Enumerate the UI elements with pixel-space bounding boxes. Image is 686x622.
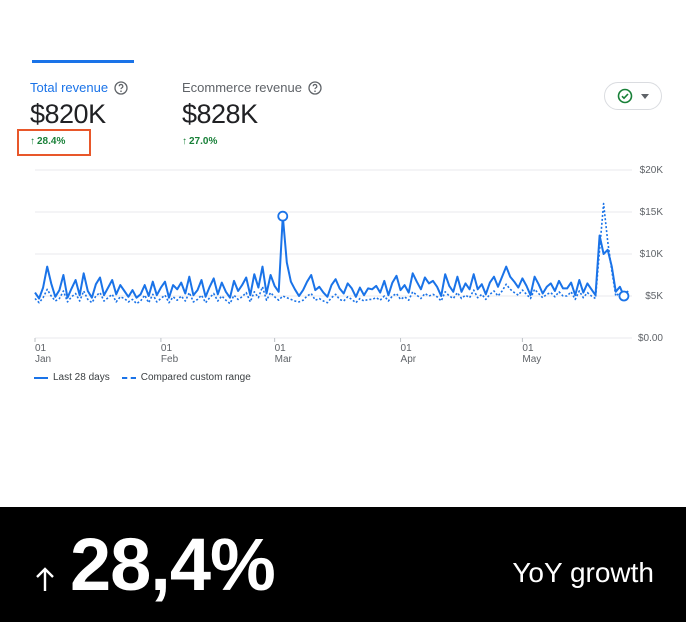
dashed-line-swatch xyxy=(121,376,136,379)
y-tick-label: $0.00 xyxy=(638,333,663,344)
y-tick-label: $5K xyxy=(645,291,663,302)
x-tick-label-day: 01 xyxy=(401,343,413,354)
legend-label: Compared custom range xyxy=(140,372,251,383)
revenue-card: Total revenue $820K ↑ 28.4% Ecommerce re… xyxy=(17,60,664,383)
banner-caption: YoY growth xyxy=(512,557,654,588)
active-tab-indicator xyxy=(32,60,134,63)
arrow-up-icon: ↑ xyxy=(182,136,187,147)
x-tick-label-month: May xyxy=(522,354,541,365)
ecommerce-revenue-label: Ecommerce revenue xyxy=(182,80,302,95)
series-marker xyxy=(618,290,630,302)
arrow-up-icon: ↑ xyxy=(30,136,35,147)
tab-ecommerce-revenue[interactable]: Ecommerce revenue $828K ↑ 27.0% xyxy=(182,80,322,147)
check-circle-icon xyxy=(617,88,633,104)
ecommerce-revenue-value: $828K xyxy=(182,99,258,129)
x-tick-label-day: 01 xyxy=(161,343,173,354)
total-revenue-label: Total revenue xyxy=(30,80,109,95)
revenue-line-chart: $0.00$5K$10K$15K$20K01Jan01Feb01Mar01Apr… xyxy=(34,165,664,365)
y-tick-label: $10K xyxy=(640,249,664,260)
arrow-up-icon xyxy=(36,567,54,591)
status-dropdown[interactable] xyxy=(604,82,662,110)
total-revenue-change: 28.4% xyxy=(37,136,66,147)
y-tick-label: $20K xyxy=(640,165,664,176)
x-tick-label-day: 01 xyxy=(35,343,47,354)
series-marker xyxy=(277,210,289,222)
highlight-box xyxy=(17,129,91,156)
y-tick-label: $15K xyxy=(640,207,664,218)
ecommerce-revenue-change: 27.0% xyxy=(189,136,218,147)
legend-label: Last 28 days xyxy=(53,372,110,383)
x-tick-label-month: Apr xyxy=(401,354,417,365)
x-tick-label-day: 01 xyxy=(275,343,287,354)
caret-down-icon xyxy=(641,93,649,99)
help-circle-icon[interactable] xyxy=(308,80,322,95)
x-tick-label-day: 01 xyxy=(522,343,534,354)
growth-banner xyxy=(0,507,686,622)
solid-line-swatch xyxy=(34,376,48,379)
x-tick-label-month: Feb xyxy=(161,354,179,365)
chart-legend: Last 28 days Compared custom range xyxy=(34,372,251,383)
legend-item-compared-range[interactable]: Compared custom range xyxy=(121,372,251,383)
x-tick-label-month: Jan xyxy=(35,354,51,365)
banner-growth-value: 28,4% xyxy=(70,523,276,606)
total-revenue-value: $820K xyxy=(30,99,106,129)
x-tick-label-month: Mar xyxy=(275,354,293,365)
tab-total-revenue[interactable]: Total revenue $820K ↑ 28.4% xyxy=(30,80,128,147)
series-line-last-28-days xyxy=(34,215,629,300)
legend-item-last-28-days[interactable]: Last 28 days xyxy=(34,372,110,383)
help-circle-icon[interactable] xyxy=(114,80,128,95)
